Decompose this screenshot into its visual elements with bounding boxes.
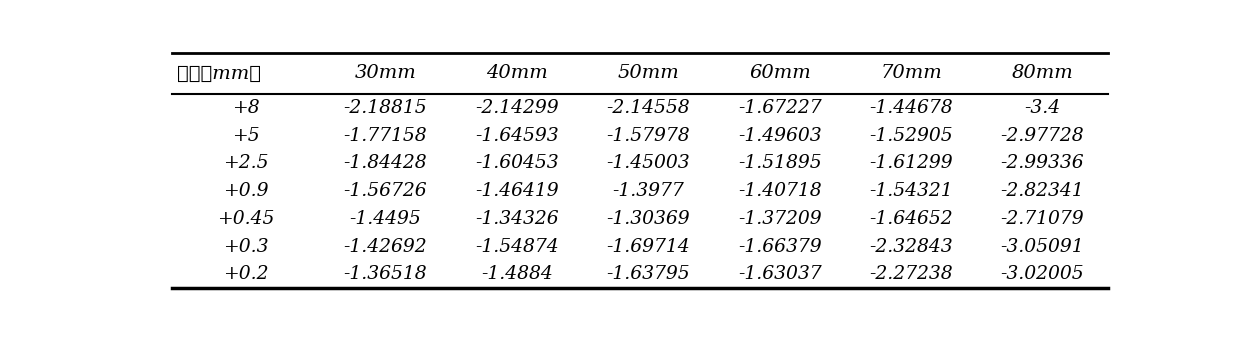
Text: +0.2: +0.2: [223, 265, 269, 283]
Text: -1.63037: -1.63037: [738, 265, 822, 283]
Text: -2.97728: -2.97728: [1001, 127, 1085, 145]
Text: -2.14558: -2.14558: [606, 99, 691, 117]
Text: -1.77158: -1.77158: [343, 127, 428, 145]
Text: -1.84428: -1.84428: [343, 155, 428, 172]
Text: -2.99336: -2.99336: [1001, 155, 1085, 172]
Text: -1.64652: -1.64652: [869, 210, 954, 228]
Text: -1.60453: -1.60453: [475, 155, 559, 172]
Text: -1.30369: -1.30369: [606, 210, 691, 228]
Text: 60mm: 60mm: [749, 65, 811, 82]
Text: -2.32843: -2.32843: [869, 238, 954, 255]
Text: -1.54321: -1.54321: [869, 182, 954, 200]
Text: 50mm: 50mm: [618, 65, 680, 82]
Text: 80mm: 80mm: [1012, 65, 1074, 82]
Text: -1.51895: -1.51895: [738, 155, 822, 172]
Text: 粒级（mm）: 粒级（mm）: [177, 65, 262, 82]
Text: +0.3: +0.3: [223, 238, 269, 255]
Text: -1.49603: -1.49603: [738, 127, 822, 145]
Text: +0.45: +0.45: [217, 210, 275, 228]
Text: 70mm: 70mm: [880, 65, 942, 82]
Text: -1.56726: -1.56726: [343, 182, 428, 200]
Text: -1.54874: -1.54874: [475, 238, 559, 255]
Text: -1.34326: -1.34326: [475, 210, 559, 228]
Text: -1.37209: -1.37209: [738, 210, 822, 228]
Text: -2.82341: -2.82341: [1001, 182, 1085, 200]
Text: -3.05091: -3.05091: [1001, 238, 1085, 255]
Text: 30mm: 30mm: [355, 65, 417, 82]
Text: -1.42692: -1.42692: [343, 238, 428, 255]
Text: -2.71079: -2.71079: [1001, 210, 1085, 228]
Text: -1.57978: -1.57978: [606, 127, 691, 145]
Text: -1.46419: -1.46419: [475, 182, 559, 200]
Text: +2.5: +2.5: [223, 155, 269, 172]
Text: -1.69714: -1.69714: [606, 238, 691, 255]
Text: -3.02005: -3.02005: [1001, 265, 1085, 283]
Text: +8: +8: [232, 99, 260, 117]
Text: -1.63795: -1.63795: [606, 265, 691, 283]
Text: -1.52905: -1.52905: [869, 127, 954, 145]
Text: -2.14299: -2.14299: [475, 99, 559, 117]
Text: -1.67227: -1.67227: [738, 99, 822, 117]
Text: 40mm: 40mm: [486, 65, 548, 82]
Text: +0.9: +0.9: [223, 182, 269, 200]
Text: -1.44678: -1.44678: [869, 99, 954, 117]
Text: -1.61299: -1.61299: [869, 155, 954, 172]
Text: -1.36518: -1.36518: [343, 265, 428, 283]
Text: -3.4: -3.4: [1024, 99, 1060, 117]
Text: -1.4884: -1.4884: [481, 265, 553, 283]
Text: -2.27238: -2.27238: [869, 265, 954, 283]
Text: -1.66379: -1.66379: [738, 238, 822, 255]
Text: -1.64593: -1.64593: [475, 127, 559, 145]
Text: -1.3977: -1.3977: [613, 182, 684, 200]
Text: -1.4495: -1.4495: [350, 210, 422, 228]
Text: -1.45003: -1.45003: [606, 155, 691, 172]
Text: -1.40718: -1.40718: [738, 182, 822, 200]
Text: -2.18815: -2.18815: [343, 99, 428, 117]
Text: +5: +5: [232, 127, 260, 145]
